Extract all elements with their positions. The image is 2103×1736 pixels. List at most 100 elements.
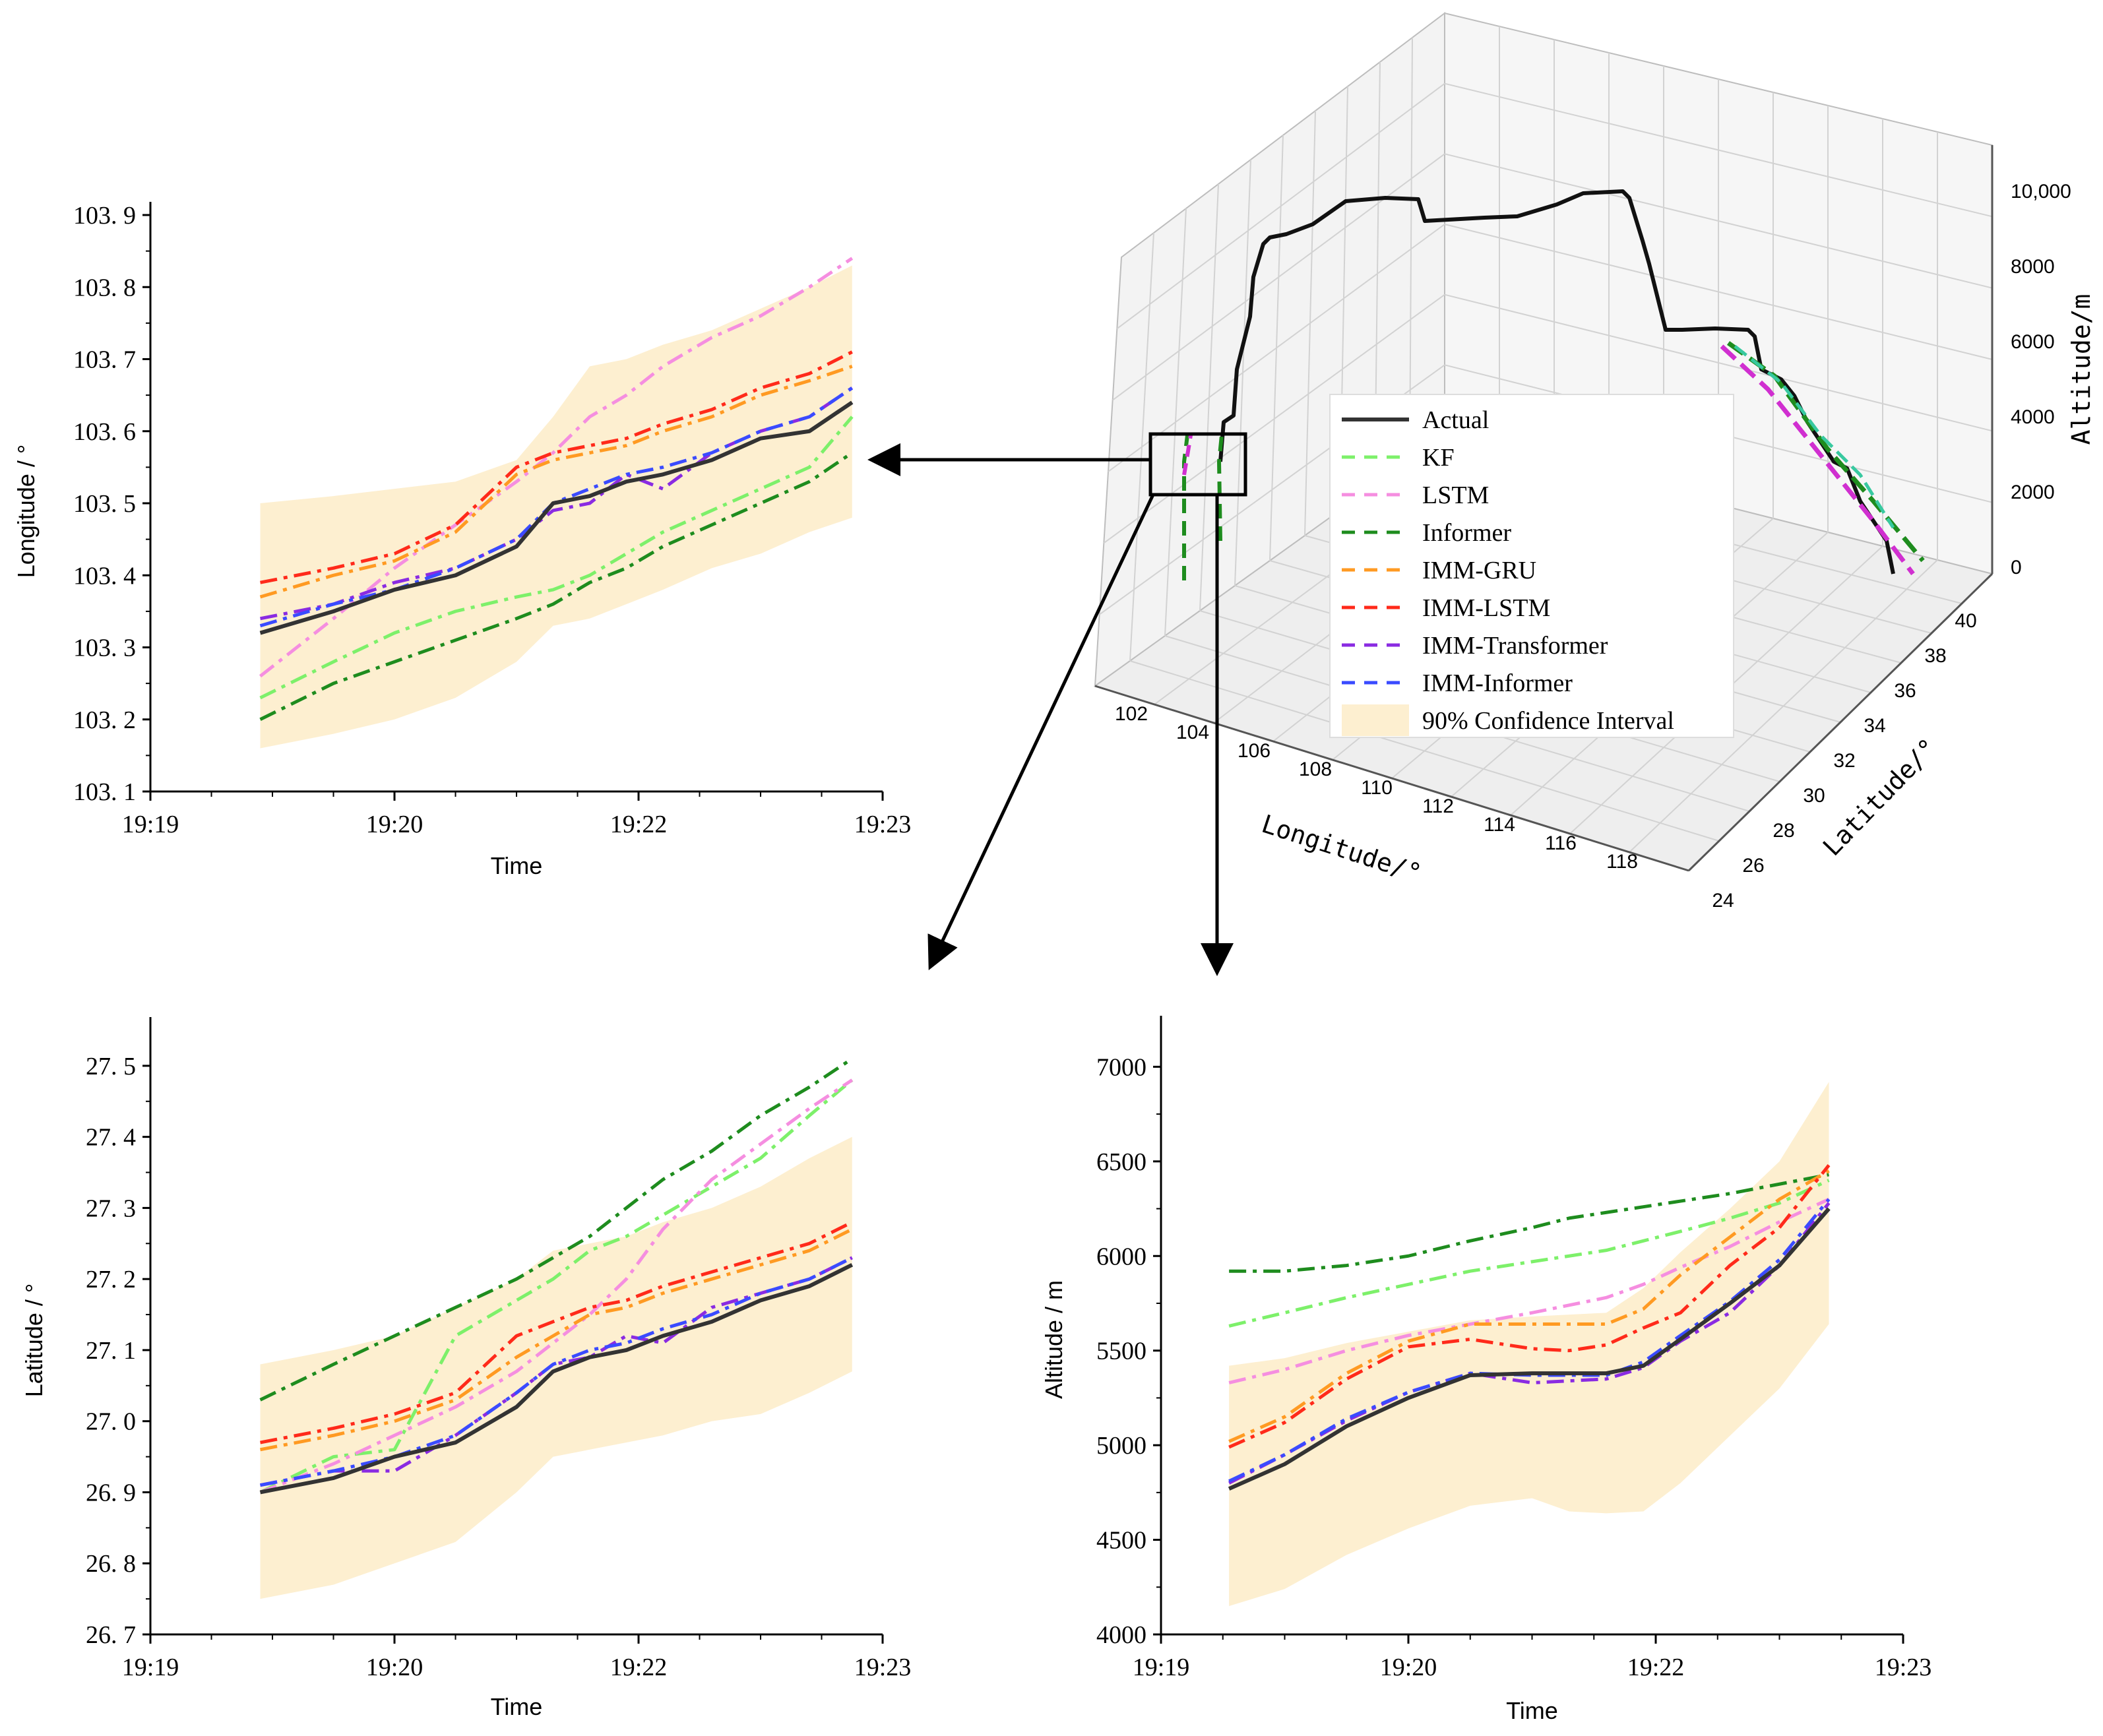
altitude-y-tick-label: 6500 bbox=[1096, 1148, 1146, 1176]
3d-z-axis-label: Altitude/m bbox=[2067, 294, 2096, 445]
latitude-y-tick-label: 27. 5 bbox=[86, 1053, 136, 1080]
lstm-end-segment bbox=[1720, 344, 1915, 576]
lat-tick-label: 32 bbox=[1833, 750, 1855, 772]
alt-tick-label: 4000 bbox=[2011, 406, 2055, 428]
altitude-series-lstm bbox=[1228, 1197, 1830, 1384]
longitude-y-tick-label: 103. 2 bbox=[73, 706, 136, 734]
latitude-series-informer bbox=[259, 1057, 854, 1402]
zoom-box bbox=[1148, 432, 1247, 497]
longitude-tick-labels: 102 104 106 108 110 112 114 116 118 bbox=[1115, 703, 1638, 873]
altitude-y-axis-label: Altitude / m bbox=[1040, 1280, 1067, 1399]
lat-tick-label: 40 bbox=[1955, 610, 1976, 632]
lon-tick-label: 104 bbox=[1176, 722, 1209, 743]
legend-label-kf: KF bbox=[1422, 444, 1455, 472]
latitude-series-actual bbox=[259, 1262, 854, 1495]
altitude-series-informer bbox=[1229, 1173, 1829, 1273]
lon-tick-label: 108 bbox=[1299, 759, 1332, 780]
alt-tick-label: 0 bbox=[2011, 557, 2022, 578]
lon-tick-label: 116 bbox=[1545, 832, 1577, 854]
lat-tick-label: 24 bbox=[1712, 890, 1734, 912]
left-wall-gridline bbox=[1103, 294, 1445, 544]
lon-tick-label: 106 bbox=[1238, 740, 1271, 762]
floor-gridline bbox=[1629, 559, 1938, 853]
altitude-series-kf bbox=[1228, 1179, 1830, 1328]
lat-tick-label: 36 bbox=[1894, 680, 1916, 702]
legend-box bbox=[1329, 394, 1734, 738]
latitude-series-imm-gru bbox=[260, 1227, 853, 1452]
kf-end-segment bbox=[1734, 345, 1895, 529]
longitude-series-kf bbox=[259, 416, 854, 700]
lat-axis-line bbox=[1687, 573, 1993, 872]
lon-tick-label: 110 bbox=[1361, 777, 1393, 799]
back-wall-gridline bbox=[1444, 153, 1993, 289]
longitude-y-tick-label: 103. 3 bbox=[73, 635, 136, 662]
latitude-y-tick-label: 27. 0 bbox=[86, 1408, 136, 1436]
alt-tick-label: 6000 bbox=[2011, 331, 2055, 353]
latitude-x-tick-label: 19:20 bbox=[366, 1654, 424, 1681]
latitude-x-tick-label: 19:23 bbox=[854, 1654, 912, 1681]
lat-tick-label: 38 bbox=[1924, 645, 1946, 667]
latitude-y-tick-label: 26. 8 bbox=[86, 1550, 136, 1578]
left-wall-gridline bbox=[1108, 224, 1445, 472]
longitude-x-tick-label: 19:20 bbox=[366, 811, 424, 838]
legend-swatch-ci bbox=[1342, 704, 1409, 736]
legend-label-imm-lstm: IMM-LSTM bbox=[1422, 594, 1550, 622]
lat-tick-label: 26 bbox=[1742, 855, 1764, 877]
alt-tick-label: 8000 bbox=[2011, 256, 2055, 278]
legend-label-actual: Actual bbox=[1422, 406, 1489, 434]
legend-label-imm-gru: IMM-GRU bbox=[1422, 557, 1536, 584]
latitude-y-tick-label: 26. 7 bbox=[86, 1621, 136, 1649]
latitude-x-tick-label: 19:22 bbox=[610, 1654, 668, 1681]
alt-tick-label: 10,000 bbox=[2011, 181, 2071, 202]
actual-trajectory-3d bbox=[1218, 189, 1895, 574]
longitude-panel: 103. 1 103. 2 103. 3 103. 4 103. 5 103. 6 103.… bbox=[13, 202, 911, 879]
latitude-y-tick-label: 27. 4 bbox=[86, 1124, 136, 1152]
latitude-confidence-band bbox=[260, 1136, 852, 1599]
latitude-panel: 26. 7 26. 8 26. 9 27. 0 27. 1 27. 2 27. 3 27. 4… bbox=[20, 1017, 911, 1720]
latitude-y-tick-label: 27. 2 bbox=[86, 1266, 136, 1293]
lat-tick-label: 30 bbox=[1803, 785, 1825, 807]
legend-label-imm-transformer: IMM-Transformer bbox=[1422, 632, 1608, 660]
longitude-y-tick-label: 103. 4 bbox=[73, 562, 136, 590]
altitude-series-actual bbox=[1228, 1207, 1831, 1491]
back-wall-gridline bbox=[1444, 224, 1993, 360]
lon-tick-label: 114 bbox=[1484, 814, 1515, 836]
3d-x-axis-label: Longitude/° bbox=[1258, 809, 1425, 888]
longitude-x-tick-label: 19:23 bbox=[854, 811, 912, 838]
lstm-start-segment bbox=[1182, 435, 1193, 476]
alt-tick-label: 2000 bbox=[2011, 481, 2055, 503]
altitude-x-tick-label: 19:22 bbox=[1627, 1654, 1685, 1681]
lat-tick-label: 34 bbox=[1864, 715, 1885, 737]
longitude-y-tick-label: 103. 9 bbox=[73, 202, 136, 230]
informer-start-segment-2 bbox=[1216, 435, 1224, 542]
legend-label-ci: 90% Confidence Interval bbox=[1422, 707, 1674, 735]
legend-label-informer: Informer bbox=[1422, 519, 1511, 547]
altitude-tick-labels: 0 2000 4000 6000 8000 10,000 bbox=[2011, 181, 2071, 578]
lon-axis-line bbox=[1094, 685, 1689, 872]
latitude-x-axis-label: Time bbox=[491, 1693, 543, 1720]
altitude-series-imm-gru bbox=[1228, 1169, 1830, 1443]
lon-tick-label: 102 bbox=[1115, 703, 1148, 725]
altitude-x-tick-label: 19:23 bbox=[1875, 1654, 1932, 1681]
left-wall-gridline bbox=[1112, 153, 1445, 401]
latitude-y-tick-label: 27. 1 bbox=[86, 1337, 136, 1365]
latitude-series-imm-lstm bbox=[260, 1220, 853, 1444]
latitude-y-tick-label: 27. 3 bbox=[86, 1194, 136, 1222]
legend-label-lstm: LSTM bbox=[1422, 481, 1489, 509]
altitude-y-tick-label: 4000 bbox=[1096, 1621, 1146, 1649]
altitude-y-tick-label: 5000 bbox=[1096, 1432, 1146, 1460]
lon-tick-label: 112 bbox=[1422, 795, 1454, 817]
longitude-series-actual bbox=[259, 400, 854, 635]
lat-tick-label: 28 bbox=[1773, 820, 1794, 842]
latitude-tick-labels: 24 26 28 30 32 34 36 38 40 bbox=[1712, 610, 1976, 912]
longitude-x-tick-label: 19:22 bbox=[610, 811, 668, 838]
longitude-series-imm-gru bbox=[259, 365, 853, 599]
altitude-x-axis-label: Time bbox=[1506, 1697, 1558, 1724]
longitude-x-tick-label: 19:19 bbox=[122, 811, 179, 838]
longitude-series-imm-transformer bbox=[260, 387, 854, 621]
latitude-series-lstm bbox=[259, 1078, 854, 1494]
altitude-y-tick-label: 6000 bbox=[1096, 1243, 1146, 1270]
zoom-arrows bbox=[867, 443, 1234, 976]
latitude-series-imm-transformer bbox=[260, 1256, 853, 1487]
